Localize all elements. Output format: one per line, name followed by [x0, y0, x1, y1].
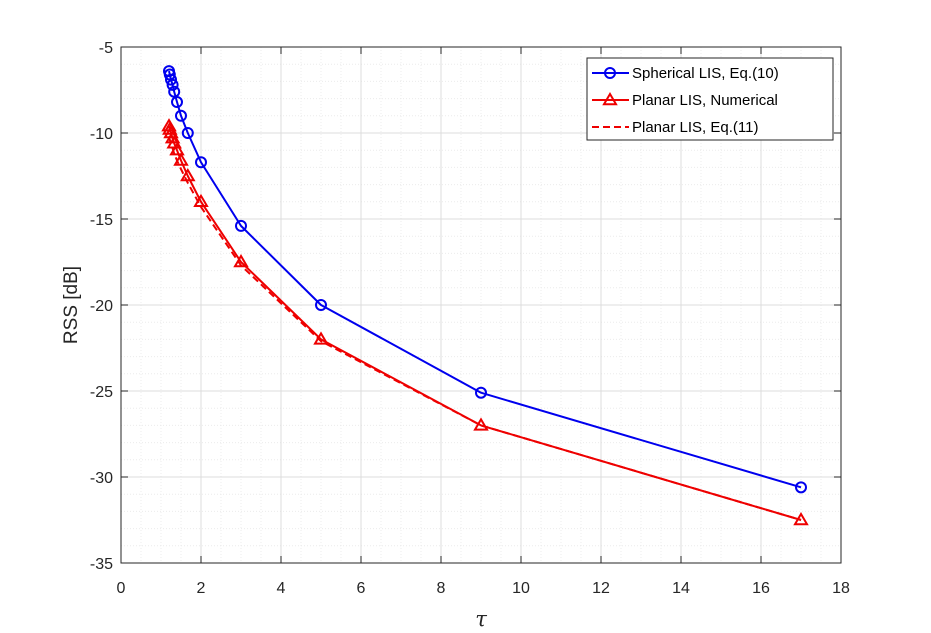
data-point-circle: [195, 156, 207, 169]
data-point-circle: [163, 68, 176, 81]
y-axis-label: RSS [dB]: [61, 266, 82, 344]
x-tick-label: 18: [832, 580, 850, 597]
x-axis-label: τ: [475, 607, 487, 631]
y-tick-label: -20: [90, 298, 113, 315]
y-tick-label: -30: [90, 470, 113, 487]
data-point-circle: [175, 109, 187, 122]
y-tick-labels: -5 -10 -15 -20 -25 -30 -35: [90, 40, 113, 573]
legend-label: Planar LIS, Eq.(11): [632, 119, 758, 136]
x-tick-labels: 0 2 4 6 8 10 12 14 16 18: [117, 580, 850, 597]
data-point-triangle: [233, 254, 249, 268]
data-point-triangle: [180, 168, 196, 182]
y-tick-label: -35: [90, 556, 113, 573]
data-point-triangle: [173, 152, 189, 166]
y-tick-label: -5: [99, 40, 113, 57]
legend-entry-1: Planar LIS, Numerical: [592, 92, 778, 109]
x-tick-label: 12: [592, 580, 610, 597]
x-tick-label: 6: [357, 580, 366, 597]
axis-ticks: [120, 46, 842, 564]
x-tick-label: 2: [197, 580, 206, 597]
x-tick-label: 14: [672, 580, 690, 597]
series-line: [168, 136, 802, 521]
data-point-triangle: [169, 142, 185, 156]
legend-entry-2: Planar LIS, Eq.(11): [592, 119, 758, 136]
data-point-circle: [604, 67, 616, 79]
x-tick-label: 0: [117, 580, 126, 597]
data-point-triangle: [193, 193, 209, 207]
series-layer: [161, 65, 809, 526]
y-tick-label: -25: [90, 384, 113, 401]
legend-label: Spherical LIS, Eq.(10): [632, 65, 779, 82]
legend: Spherical LIS, Eq.(10) Planar LIS, Numeri…: [586, 57, 834, 141]
data-point-circle: [181, 127, 194, 139]
data-point-circle: [475, 386, 487, 399]
data-point-triangle: [163, 125, 179, 139]
series-2: [168, 136, 802, 521]
y-tick-label: -15: [90, 212, 113, 229]
x-tick-label: 10: [512, 580, 530, 597]
x-tick-label: 4: [277, 580, 286, 597]
series-1: [161, 118, 809, 526]
data-point-circle: [795, 481, 807, 494]
data-point-circle: [168, 85, 181, 98]
x-tick-label: 8: [437, 580, 446, 597]
legend-entry-0: Spherical LIS, Eq.(10): [592, 65, 779, 82]
data-point-triangle: [313, 331, 329, 345]
data-point-circle: [315, 299, 327, 311]
legend-label: Planar LIS, Numerical: [632, 92, 778, 109]
series-0: [163, 65, 807, 494]
y-tick-label: -10: [90, 126, 113, 143]
data-point-triangle: [164, 130, 181, 144]
x-tick-label: 16: [752, 580, 770, 597]
data-point-circle: [235, 219, 247, 232]
data-point-triangle: [793, 512, 809, 526]
data-point-triangle: [473, 417, 489, 431]
data-point-triangle: [602, 92, 618, 106]
data-point-circle: [165, 73, 177, 86]
data-point-circle: [171, 96, 183, 109]
data-point-circle: [166, 78, 179, 91]
